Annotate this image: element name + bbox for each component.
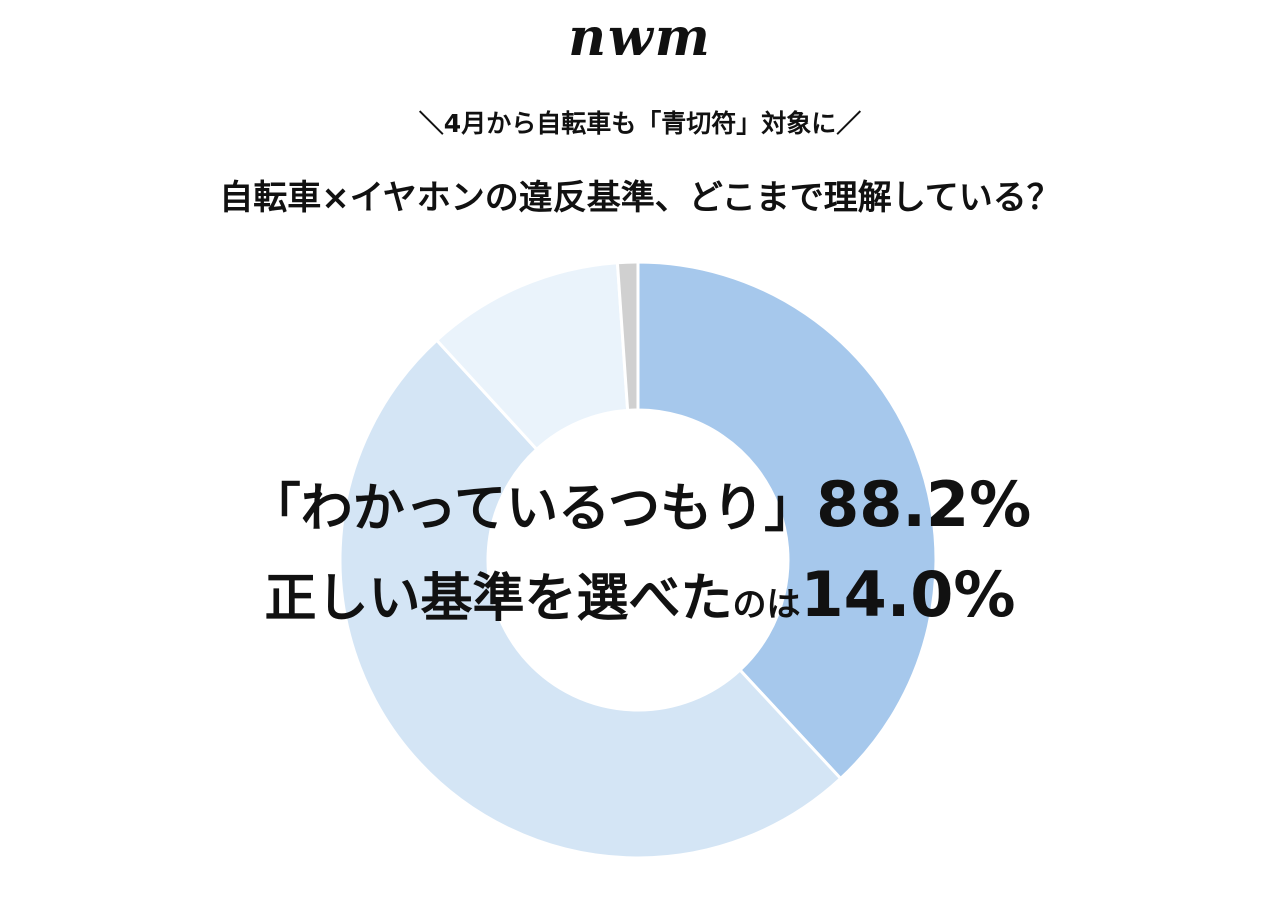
headline-line1: 「わかっているつもり」88.2%: [0, 466, 1280, 541]
chart-title: 自転車×イヤホンの違反基準、どこまで理解している？: [219, 178, 1061, 218]
chart-subtitle: ＼4月から自転車も「青切符」対象に／: [418, 109, 862, 138]
headline-line2-small: のは: [732, 585, 801, 625]
donut-slice-4: [615, 260, 640, 412]
headline-line2: 正しい基準を選べたのは14.0%: [0, 556, 1280, 631]
donut-slice-2: [338, 338, 843, 860]
headline-line1-value: 88.2%: [816, 468, 1032, 541]
headline-line2-text: 正しい基準を選べた: [264, 569, 733, 629]
headline-line2-value: 14.0%: [800, 558, 1016, 631]
donut-slice-1: [636, 260, 938, 781]
brand-logo: nwm: [568, 7, 712, 68]
headline-line1-text: 「わかっているつもり」: [248, 479, 817, 539]
